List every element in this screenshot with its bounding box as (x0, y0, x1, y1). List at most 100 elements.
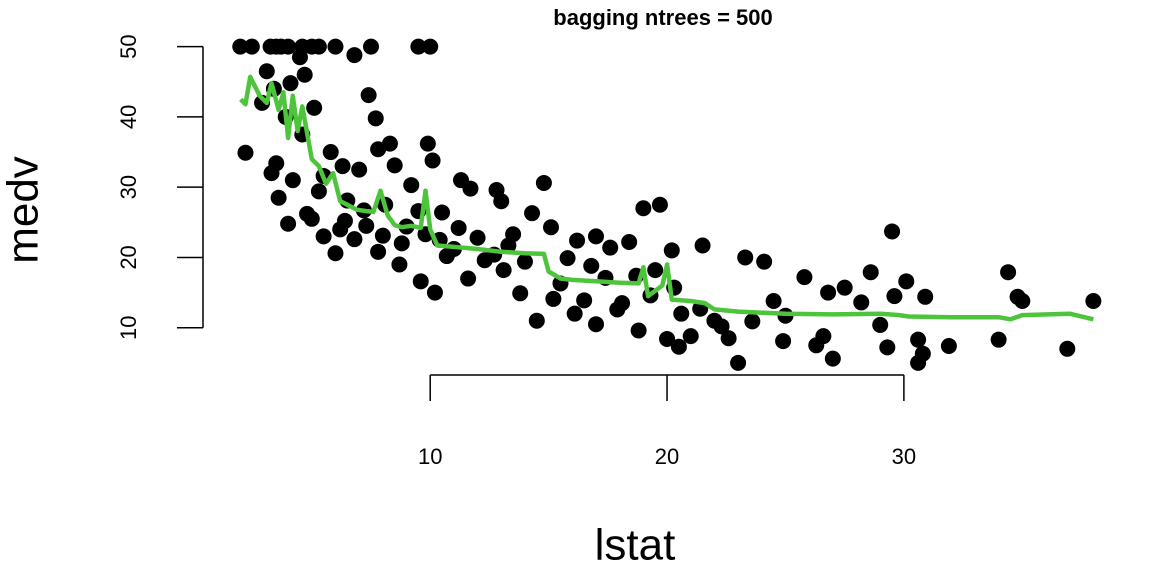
point (403, 177, 420, 194)
point (284, 172, 301, 189)
point (884, 223, 901, 240)
point (334, 158, 351, 175)
point (310, 38, 327, 55)
point (270, 189, 287, 206)
point (630, 322, 647, 339)
point (737, 249, 754, 266)
point (336, 212, 353, 229)
point (280, 38, 297, 55)
x-axis-label: lstat (595, 521, 676, 570)
point (535, 174, 552, 191)
point (824, 350, 841, 367)
point (370, 141, 387, 158)
point (419, 135, 436, 152)
point (879, 339, 896, 356)
point (910, 331, 927, 348)
point (322, 144, 339, 161)
point (367, 110, 384, 127)
point (663, 242, 680, 259)
point (460, 270, 477, 287)
point (232, 38, 249, 55)
x-tick-label: 30 (892, 444, 916, 469)
x-tick-label: 20 (655, 444, 679, 469)
point (886, 288, 903, 305)
point (363, 38, 379, 55)
point (327, 245, 344, 262)
point (528, 312, 545, 329)
point (422, 38, 439, 55)
point (412, 273, 429, 290)
point (765, 293, 782, 310)
point (694, 237, 711, 254)
point (351, 161, 368, 178)
point (434, 204, 451, 221)
y-tick-label: 50 (116, 34, 141, 58)
point (370, 243, 387, 260)
y-tick-label: 20 (116, 245, 141, 269)
point (512, 285, 529, 302)
point (621, 233, 638, 250)
point (775, 333, 792, 350)
point (346, 47, 363, 64)
y-tick-label: 10 (116, 315, 141, 339)
chart-title: bagging ntrees = 500 (553, 5, 772, 30)
point (872, 316, 889, 333)
point (569, 232, 586, 249)
point (1085, 293, 1102, 310)
point (410, 38, 427, 55)
point (862, 264, 879, 281)
point (576, 292, 593, 309)
point (346, 231, 363, 248)
point (386, 157, 403, 174)
point (327, 38, 344, 55)
point (310, 183, 327, 200)
y-axis-label: medv (0, 156, 48, 264)
point (306, 99, 323, 116)
point (462, 180, 479, 197)
point (543, 219, 559, 236)
point (559, 250, 576, 267)
prediction-line (239, 74, 1094, 322)
point (682, 328, 699, 345)
point (296, 66, 313, 83)
point (426, 284, 443, 301)
point (670, 338, 687, 355)
point (237, 144, 254, 161)
point (500, 237, 517, 254)
point (516, 253, 533, 270)
point (243, 38, 260, 55)
point (659, 330, 676, 347)
point (391, 256, 408, 273)
point (545, 290, 562, 307)
point (602, 239, 619, 256)
point (280, 215, 297, 232)
point (720, 330, 737, 347)
point (614, 295, 631, 312)
y-tick-label: 40 (116, 105, 141, 129)
point (796, 269, 813, 286)
point (315, 228, 332, 245)
point (713, 318, 730, 335)
point (469, 229, 486, 246)
point (495, 262, 512, 279)
point (450, 219, 467, 236)
point (744, 313, 761, 330)
point (815, 328, 832, 345)
point (898, 273, 915, 290)
point (730, 354, 747, 371)
point (940, 337, 957, 354)
point (282, 75, 299, 92)
point (493, 193, 510, 210)
point (914, 345, 931, 362)
point (635, 200, 652, 217)
point (673, 305, 690, 322)
x-tick-label: 10 (418, 444, 442, 469)
point (360, 87, 377, 104)
point (1014, 293, 1031, 310)
point (820, 284, 837, 301)
point (424, 152, 441, 169)
point (990, 331, 1007, 348)
point (756, 253, 773, 270)
point (1000, 264, 1017, 281)
